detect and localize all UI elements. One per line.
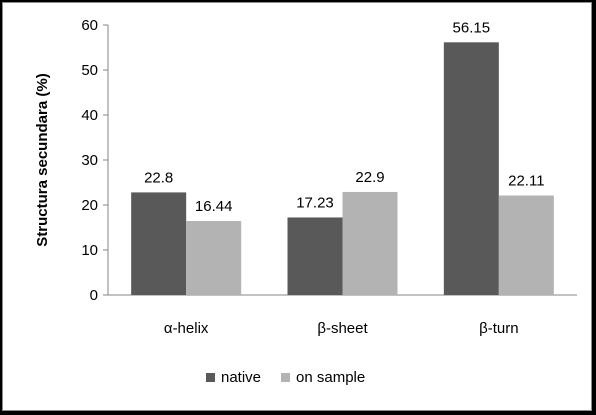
data-label: 22.11: [508, 173, 544, 190]
data-label: 56.15: [453, 19, 491, 36]
y-tick-label: 30: [81, 152, 98, 169]
y-tick-label: 20: [81, 197, 98, 214]
legend-swatch-on-sample: [281, 373, 290, 382]
data-label: 22.9: [355, 169, 384, 186]
bar-on-sample-1: [186, 221, 242, 295]
bar-on-sample-2: [342, 191, 398, 295]
legend-label: native: [221, 369, 261, 386]
x-category-label: β-sheet: [317, 320, 368, 337]
y-tick-label: 10: [81, 242, 98, 259]
bar-native-2: [287, 217, 343, 295]
bars: [131, 42, 554, 296]
legend: native on sample: [206, 369, 365, 386]
data-label: 22.8: [144, 169, 173, 186]
bar-on-sample-3: [498, 195, 554, 295]
y-tick-label: 0: [90, 287, 98, 304]
y-tick-label: 50: [81, 62, 98, 79]
x-axis-categories: α-helix β-sheet β-turn: [164, 320, 519, 337]
x-category-label: β-turn: [479, 320, 518, 337]
data-label: 16.44: [195, 198, 233, 215]
data-labels: 22.8 16.44 17.23 22.9 56.15 22.11: [144, 19, 544, 215]
legend-label: on sample: [296, 369, 365, 386]
x-category-label: α-helix: [164, 320, 209, 337]
chart-frame: 0 10 20 30 40 50 60 22.8 16.44 17.23 22.9 56.15 22.…: [2, 2, 592, 411]
data-label: 17.23: [296, 194, 334, 211]
y-tick-label: 60: [81, 17, 98, 34]
y-axis-title: Structura secundara (%): [34, 73, 51, 246]
y-tick-label: 40: [81, 107, 98, 124]
bar-native-1: [131, 192, 187, 295]
legend-swatch-native: [206, 373, 215, 382]
bar-native-3: [443, 42, 499, 296]
